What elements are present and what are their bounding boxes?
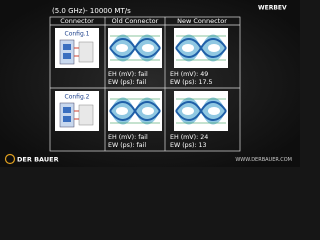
eh-value: EH (mV): fail	[108, 134, 148, 141]
ew-value: EW (ps): 13	[170, 142, 207, 149]
ew-value: EW (ps): fail	[108, 79, 146, 86]
logo-text: WERBEV	[258, 5, 287, 12]
column-header: New Connector	[177, 17, 227, 25]
eh-value: EH (mV): 24	[170, 134, 208, 141]
slide: (5.0 GHz)- 10000 MT/s WERBEV Connector O…	[0, 0, 300, 167]
config-label: Config.2	[65, 94, 90, 101]
eye-diagram	[107, 90, 163, 132]
page: (5.0 GHz)- 10000 MT/s WERBEV Connector O…	[0, 0, 300, 167]
eh-value: EH (mV): 49	[170, 71, 208, 78]
slide-title: (5.0 GHz)- 10000 MT/s	[52, 7, 131, 15]
eye-diagram	[173, 27, 229, 69]
ew-value: EW (ps): 17.5	[170, 79, 213, 86]
column-header: Old Connector	[112, 17, 159, 25]
eye-diagram	[173, 90, 229, 132]
column-header: Connector	[60, 17, 94, 25]
table-grid	[49, 16, 241, 152]
config-label: Config.1	[65, 31, 90, 38]
brand-icon	[4, 153, 16, 165]
brand: DER BAUER	[17, 156, 59, 164]
eye-diagram	[107, 27, 163, 69]
website: WWW.DERBAUER.COM	[235, 157, 292, 163]
eh-value: EH (mV): fail	[108, 71, 148, 78]
ew-value: EW (ps): fail	[108, 142, 146, 149]
